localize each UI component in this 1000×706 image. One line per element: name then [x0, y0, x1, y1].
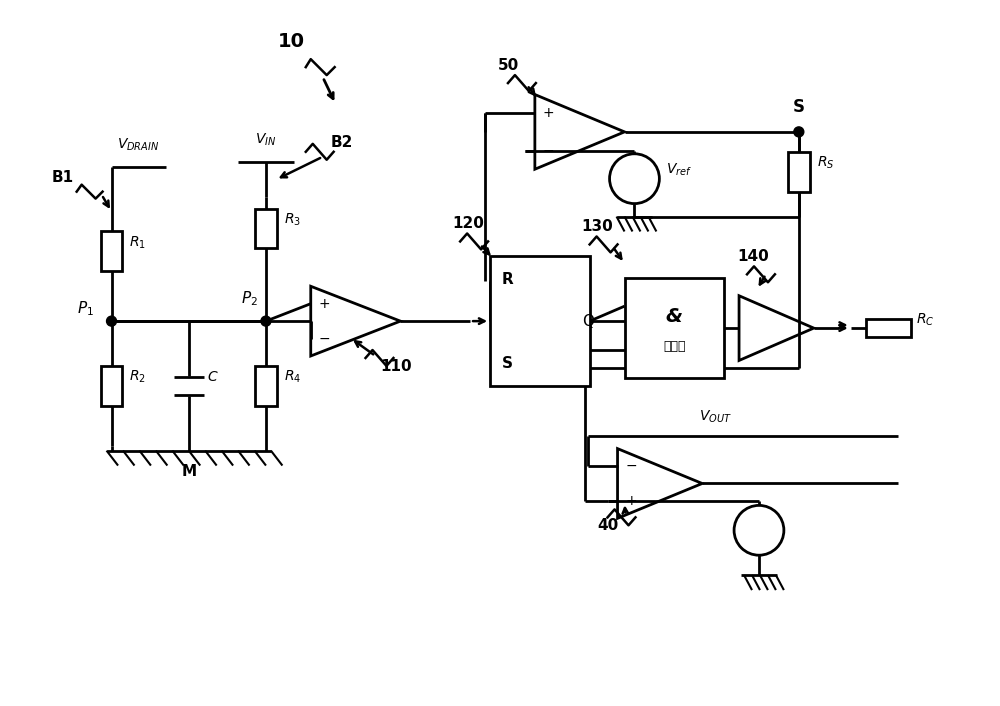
Bar [255, 366, 277, 406]
Circle shape [261, 316, 271, 326]
Circle shape [734, 505, 784, 555]
Text: M: M [181, 464, 196, 479]
Text: $V_{ref}$: $V_{ref}$ [666, 162, 692, 178]
Text: 110: 110 [380, 359, 412, 374]
Text: $R_S$: $R_S$ [817, 155, 834, 171]
Bar [490, 256, 590, 386]
Text: −: − [543, 143, 555, 157]
Text: $P_2$: $P_2$ [241, 289, 258, 308]
Text: −: − [626, 459, 637, 473]
Bar [101, 366, 122, 406]
Text: Q: Q [582, 313, 594, 328]
Bar [255, 208, 277, 249]
Text: S: S [502, 356, 513, 371]
Text: $C$: $C$ [207, 370, 219, 384]
Text: B2: B2 [331, 135, 353, 150]
Text: $V_{DRAIN}$: $V_{DRAIN}$ [117, 137, 159, 153]
Bar [788, 152, 810, 191]
Text: S: S [793, 98, 805, 116]
Bar [625, 278, 724, 378]
Text: 120: 120 [452, 217, 484, 232]
Text: $V_{OUT}$: $V_{OUT}$ [699, 409, 732, 425]
Circle shape [610, 154, 659, 203]
Text: $R_1$: $R_1$ [129, 234, 146, 251]
Text: $R_3$: $R_3$ [284, 212, 301, 228]
Text: （与）: （与） [663, 340, 686, 352]
Text: $R_2$: $R_2$ [129, 369, 146, 385]
Text: 140: 140 [737, 249, 769, 264]
Text: &: & [666, 306, 683, 325]
Text: +: + [319, 297, 331, 311]
Bar [101, 232, 122, 271]
Text: $R_4$: $R_4$ [284, 369, 301, 385]
Circle shape [794, 127, 804, 137]
Text: $P_1$: $P_1$ [77, 299, 94, 318]
Bar [866, 319, 911, 337]
Text: 130: 130 [582, 220, 613, 234]
Text: $V_{IN}$: $V_{IN}$ [255, 132, 277, 148]
Circle shape [107, 316, 117, 326]
Text: 10: 10 [277, 32, 304, 52]
Text: R: R [502, 273, 514, 287]
Text: −: − [319, 332, 331, 345]
Text: +: + [626, 494, 637, 508]
Text: 40: 40 [598, 518, 619, 533]
Text: $R_C$: $R_C$ [916, 311, 935, 328]
Text: B1: B1 [52, 169, 74, 185]
Text: 50: 50 [498, 58, 519, 73]
Text: +: + [543, 106, 555, 120]
